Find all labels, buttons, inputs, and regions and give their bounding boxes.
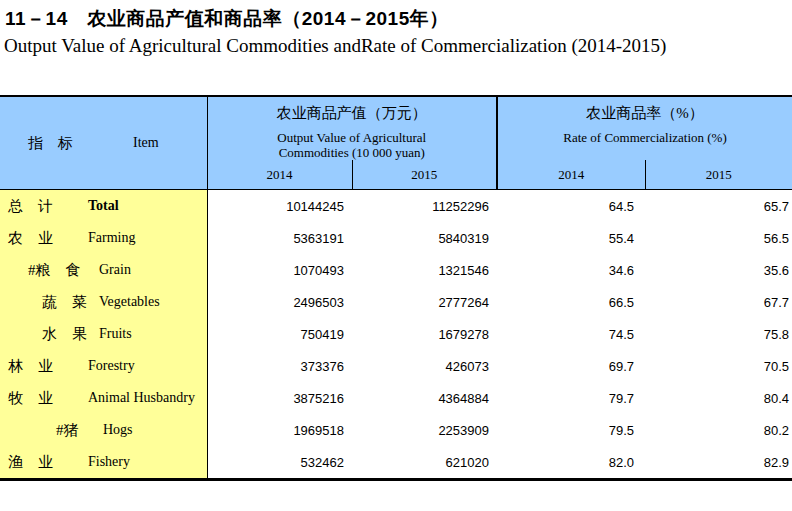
year-rate-2015: 2015	[645, 160, 792, 190]
cell-rate-2015: 56.5	[645, 222, 792, 254]
cell-output-2015: 5840319	[352, 222, 497, 254]
cell-rate-2015: 80.4	[645, 382, 792, 414]
row-label-cell: 林 业 Forestry	[0, 350, 207, 382]
table-row-animal-husbandry: 牧 业 Animal Husbandry 3875216 4364884 79.…	[0, 382, 792, 414]
cell-rate-2015: 65.7	[645, 190, 792, 223]
cell-rate-2014: 79.5	[497, 414, 645, 446]
row-label-cell: 水 果 Fruits	[0, 318, 207, 350]
group-rate-en: Rate of Commercialization (%)	[530, 130, 760, 145]
cell-output-2014: 10144245	[207, 190, 352, 223]
row-label-cn: 蔬 菜	[42, 293, 87, 312]
cell-output-2015: 11252296	[352, 190, 497, 223]
row-label-cell: 蔬 菜 Vegetables	[0, 286, 207, 318]
cell-rate-2015: 80.2	[645, 414, 792, 446]
cell-output-2014: 532462	[207, 446, 352, 480]
table-row-forestry: 林 业 Forestry 373376 426073 69.7 70.5	[0, 350, 792, 382]
cell-rate-2015: 70.5	[645, 350, 792, 382]
cell-rate-2015: 35.6	[645, 254, 792, 286]
row-label-cn: 牧 业	[8, 389, 53, 408]
cell-output-2014: 750419	[207, 318, 352, 350]
row-label-cell: #猪 Hogs	[0, 414, 207, 446]
row-label-cn: 总 计	[8, 197, 53, 216]
cell-output-2014: 1070493	[207, 254, 352, 286]
cell-rate-2014: 82.0	[497, 446, 645, 480]
cell-output-2014: 2496503	[207, 286, 352, 318]
table-row-grain: #粮 食 Grain 1070493 1321546 34.6 35.6	[0, 254, 792, 286]
cell-rate-2014: 79.7	[497, 382, 645, 414]
cell-rate-2014: 74.5	[497, 318, 645, 350]
row-label-en: Vegetables	[99, 294, 160, 310]
row-label-cell: 渔 业 Fishery	[0, 446, 207, 480]
page-subtitle-en: Output Value of Agricultural Commodities…	[4, 35, 666, 57]
row-label-cn: #猪	[56, 421, 79, 440]
page-title: 11－14 农业商品产值和商品率（2014－2015年）	[5, 6, 449, 32]
row-label-cn: 水 果	[42, 325, 87, 344]
table-row-fruits: 水 果 Fruits 750419 1679278 74.5 75.8	[0, 318, 792, 350]
cell-rate-2014: 66.5	[497, 286, 645, 318]
cell-output-2014: 5363191	[207, 222, 352, 254]
table-row-hogs: #猪 Hogs 1969518 2253909 79.5 80.2	[0, 414, 792, 446]
row-label-en: Grain	[99, 262, 131, 278]
stub-header-cell: 指 标 Item	[0, 96, 207, 190]
table-row-total: 总 计 Total 10144245 11252296 64.5 65.7	[0, 190, 792, 223]
cell-output-2015: 1321546	[352, 254, 497, 286]
group-header-row: 指 标 Item 农业商品产值（万元） Output Value of Agri…	[0, 96, 792, 160]
row-label-cn: #粮 食	[28, 261, 81, 280]
cell-rate-2014: 34.6	[497, 254, 645, 286]
row-label-cn: 林 业	[8, 357, 53, 376]
row-label-en: Forestry	[88, 358, 135, 374]
group-header-rate: 农业商品率（%） Rate of Commercialization (%)	[497, 96, 792, 160]
row-label-cell: 牧 业 Animal Husbandry	[0, 382, 207, 414]
row-label-cell: 总 计 Total	[0, 190, 207, 223]
year-output-2015: 2015	[352, 160, 497, 190]
row-label-cell: #粮 食 Grain	[0, 254, 207, 286]
stub-header-en: Item	[133, 135, 159, 151]
row-label-cell: 农 业 Farming	[0, 222, 207, 254]
group-output-en: Output Value of Agricultural Commodities…	[259, 130, 444, 160]
cell-rate-2015: 75.8	[645, 318, 792, 350]
row-label-en: Animal Husbandry	[88, 390, 195, 406]
group-header-output-value: 农业商品产值（万元） Output Value of Agricultural …	[207, 96, 497, 160]
row-label-en: Fruits	[99, 326, 132, 342]
year-rate-2014: 2014	[497, 160, 645, 190]
cell-output-2015: 621020	[352, 446, 497, 480]
cell-output-2015: 2777264	[352, 286, 497, 318]
cell-output-2015: 426073	[352, 350, 497, 382]
row-label-en: Farming	[88, 230, 135, 246]
cell-rate-2014: 55.4	[497, 222, 645, 254]
table-row-farming: 农 业 Farming 5363191 5840319 55.4 56.5	[0, 222, 792, 254]
cell-rate-2015: 67.7	[645, 286, 792, 318]
cell-output-2014: 1969518	[207, 414, 352, 446]
commodities-table: 指 标 Item 农业商品产值（万元） Output Value of Agri…	[0, 95, 792, 481]
cell-output-2014: 373376	[207, 350, 352, 382]
table-row-vegetables: 蔬 菜 Vegetables 2496503 2777264 66.5 67.7	[0, 286, 792, 318]
cell-rate-2014: 64.5	[497, 190, 645, 223]
cell-output-2015: 4364884	[352, 382, 497, 414]
group-rate-cn: 农业商品率（%）	[498, 104, 792, 123]
row-label-en: Total	[88, 198, 119, 214]
table-row-fishery: 渔 业 Fishery 532462 621020 82.0 82.9	[0, 446, 792, 480]
row-label-cn: 渔 业	[8, 453, 53, 472]
cell-output-2015: 2253909	[352, 414, 497, 446]
cell-rate-2015: 82.9	[645, 446, 792, 480]
cell-rate-2014: 69.7	[497, 350, 645, 382]
cell-output-2014: 3875216	[207, 382, 352, 414]
row-label-cn: 农 业	[8, 229, 53, 248]
cell-output-2015: 1679278	[352, 318, 497, 350]
stub-header-cn: 指 标	[28, 134, 73, 153]
group-output-cn: 农业商品产值（万元）	[208, 104, 497, 123]
row-label-en: Hogs	[103, 422, 133, 438]
row-label-en: Fishery	[88, 454, 130, 470]
year-output-2014: 2014	[207, 160, 352, 190]
